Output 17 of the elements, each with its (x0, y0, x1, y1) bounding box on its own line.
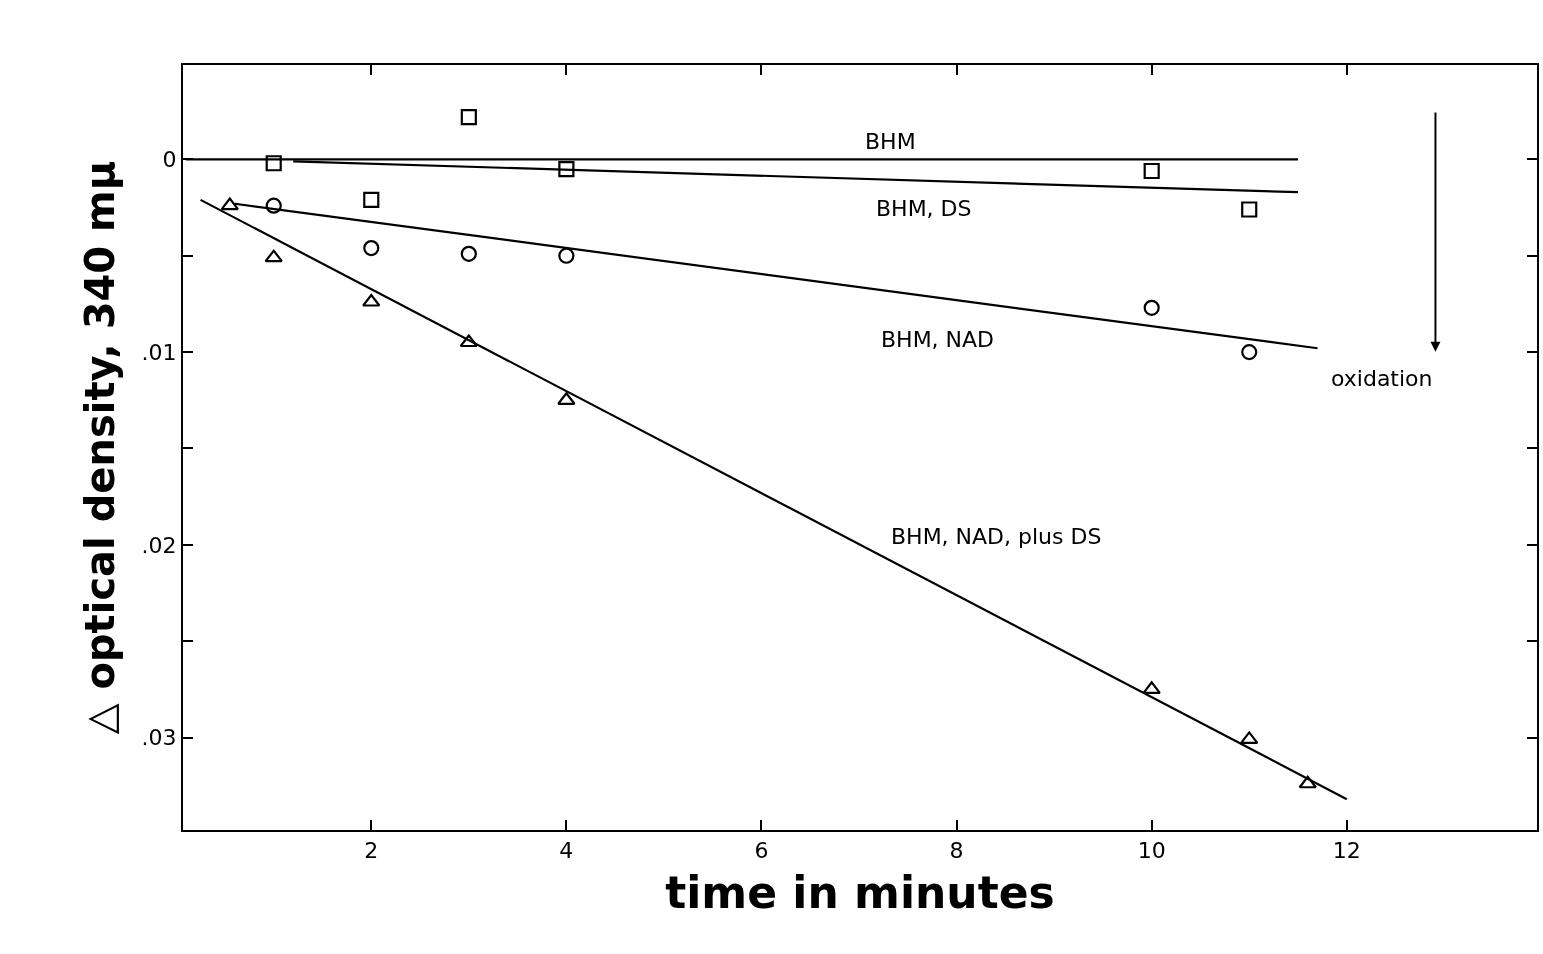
annotation: oxidation (1331, 366, 1433, 391)
y-tick-label: .01 (141, 339, 177, 365)
series-label: BHM, NAD (881, 327, 995, 352)
y-tick-label: .02 (141, 532, 177, 558)
y-axis-title: △ optical density, 340 mμ (76, 160, 123, 735)
x-tick-label: 12 (1332, 838, 1361, 864)
x-tick-label: 8 (949, 838, 964, 864)
series-label: BHM, NAD, plus DS (891, 524, 1102, 549)
series-label: BHM, DS (876, 196, 972, 221)
x-tick-label: 2 (364, 838, 379, 864)
series-label: BHM (865, 129, 916, 154)
x-tick-label: 6 (754, 838, 769, 864)
x-tick-label: 10 (1137, 838, 1166, 864)
y-tick-label: 0 (162, 147, 177, 173)
y-tick-label: .03 (141, 725, 177, 751)
x-axis-title: time in minutes (665, 867, 1055, 919)
x-tick-label: 4 (559, 838, 574, 864)
